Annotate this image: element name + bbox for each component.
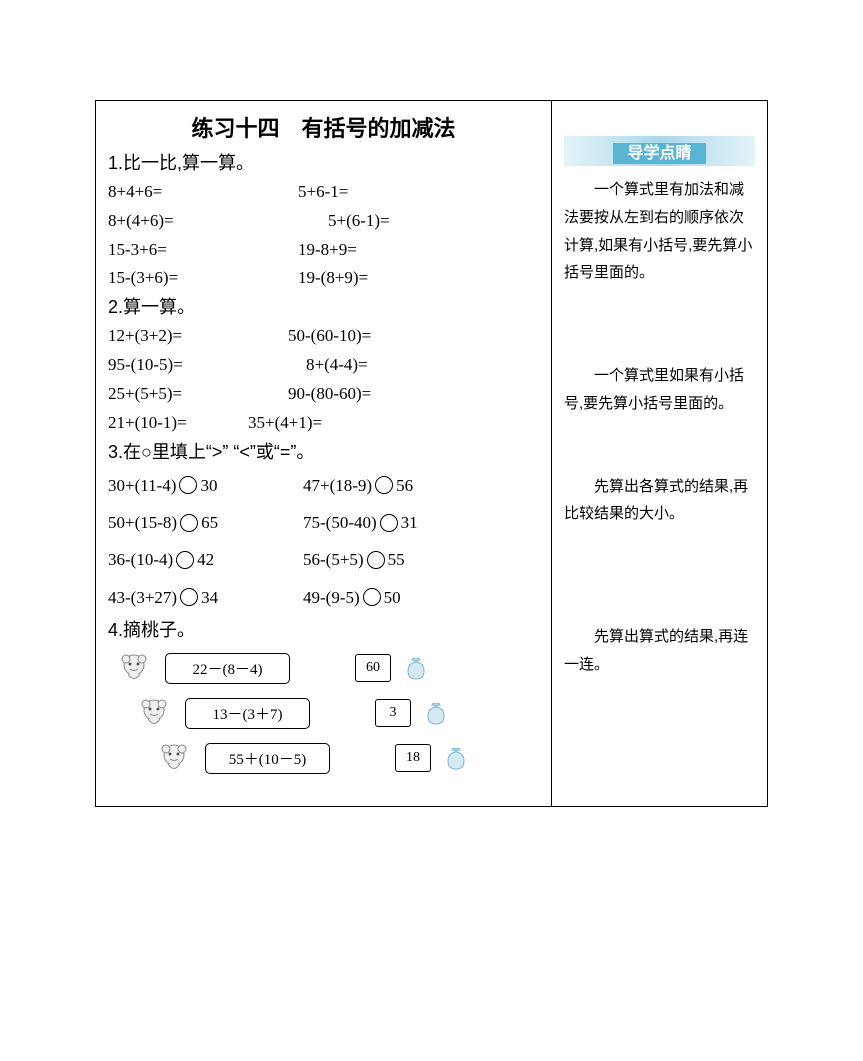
q3-pair-a: 50+(15-8)65 bbox=[108, 504, 303, 541]
expression-box: 13－(3＋7) bbox=[185, 698, 310, 729]
guide-block: 一个算式里如果有小括号,要先算小括号里面的。 bbox=[564, 362, 755, 418]
q2-eq-a: 95-(10-5)= bbox=[108, 351, 288, 380]
compare-circle bbox=[380, 514, 398, 532]
monkey-icon bbox=[118, 651, 150, 686]
q3-pair-b: 49-(9-5)50 bbox=[303, 579, 539, 616]
q1-row: 15-(3+6)=19-(8+9)= bbox=[108, 264, 539, 293]
peach-icon bbox=[443, 745, 469, 771]
q1-heading: 1.比一比,算一算。 bbox=[108, 149, 539, 178]
answer-box: 60 bbox=[355, 654, 391, 682]
q2-row: 21+(10-1)=35+(4+1)= bbox=[108, 409, 539, 438]
q2-heading: 2.算一算。 bbox=[108, 293, 539, 322]
q3-heading: 3.在○里填上“>” “<”或“=”。 bbox=[108, 438, 539, 467]
compare-circle bbox=[375, 476, 393, 494]
guide-text: 先算出各算式的结果,再比较结果的大小。 bbox=[564, 473, 755, 529]
q3-row: 30+(11-4)30 47+(18-9)56 bbox=[108, 467, 539, 504]
q3-pair-a: 43-(3+27)34 bbox=[108, 579, 303, 616]
q1-eq-a: 8+4+6= bbox=[108, 178, 298, 207]
q4-area: 22－(8－4) 60 13－(3＋7) 3 55＋(10－5) 18 bbox=[108, 645, 539, 796]
q3-pair-a: 36-(10-4)42 bbox=[108, 541, 303, 578]
exercises-column: 练习十四 有括号的加减法 1.比一比,算一算。 8+4+6=5+6-1= 8+(… bbox=[96, 101, 552, 806]
q3-row: 36-(10-4)42 56-(5+5)55 bbox=[108, 541, 539, 578]
q3-pair-b: 47+(18-9)56 bbox=[303, 467, 539, 504]
q3-pair-b: 75-(50-40)31 bbox=[303, 504, 539, 541]
peach-icon bbox=[403, 655, 429, 681]
q2-row: 95-(10-5)=8+(4-4)= bbox=[108, 351, 539, 380]
compare-circle bbox=[176, 551, 194, 569]
q3-row: 43-(3+27)34 49-(9-5)50 bbox=[108, 579, 539, 616]
page-title: 练习十四 有括号的加减法 bbox=[108, 111, 539, 143]
q1-rows: 8+4+6=5+6-1= 8+(4+6)=5+(6-1)= 15-3+6=19-… bbox=[108, 178, 539, 294]
guide-text: 先算出算式的结果,再连一连。 bbox=[564, 623, 755, 679]
q2-row: 25+(5+5)=90-(80-60)= bbox=[108, 380, 539, 409]
q2-eq-a: 25+(5+5)= bbox=[108, 380, 288, 409]
q2-row: 12+(3+2)=50-(60-10)= bbox=[108, 322, 539, 351]
expression-box: 55＋(10－5) bbox=[205, 743, 330, 774]
guide-block: 先算出各算式的结果,再比较结果的大小。 bbox=[564, 473, 755, 529]
q2-eq-b: 50-(60-10)= bbox=[288, 322, 539, 351]
answer-box: 18 bbox=[395, 744, 431, 772]
guide-block: 先算出算式的结果,再连一连。 bbox=[564, 623, 755, 679]
q2-eq-b: 35+(4+1)= bbox=[248, 409, 539, 438]
q4-row: 22－(8－4) 60 bbox=[118, 651, 539, 686]
q2-eq-a: 21+(10-1)= bbox=[108, 409, 248, 438]
q1-eq-b: 5+6-1= bbox=[298, 178, 539, 207]
monkey-icon bbox=[138, 696, 170, 731]
q1-eq-a: 15-3+6= bbox=[108, 236, 298, 265]
q1-eq-a: 15-(3+6)= bbox=[108, 264, 298, 293]
compare-circle bbox=[180, 588, 198, 606]
worksheet-container: 练习十四 有括号的加减法 1.比一比,算一算。 8+4+6=5+6-1= 8+(… bbox=[95, 100, 768, 807]
answer-box: 3 bbox=[375, 699, 411, 727]
q3-row: 50+(15-8)65 75-(50-40)31 bbox=[108, 504, 539, 541]
guide-column: 导学点睛 一个算式里有加法和减法要按从左到右的顺序依次计算,如果有小括号,要先算… bbox=[552, 101, 767, 806]
q1-row: 8+(4+6)=5+(6-1)= bbox=[108, 207, 539, 236]
q2-eq-a: 12+(3+2)= bbox=[108, 322, 288, 351]
q4-heading: 4.摘桃子。 bbox=[108, 616, 539, 645]
guide-banner: 导学点睛 bbox=[564, 136, 755, 166]
q4-row: 55＋(10－5) 18 bbox=[118, 741, 539, 776]
guide-text: 一个算式里如果有小括号,要先算小括号里面的。 bbox=[564, 362, 755, 418]
q3-pair-b: 56-(5+5)55 bbox=[303, 541, 539, 578]
q3-pair-a: 30+(11-4)30 bbox=[108, 467, 303, 504]
q2-rows: 12+(3+2)=50-(60-10)= 95-(10-5)=8+(4-4)= … bbox=[108, 322, 539, 438]
q2-eq-b: 8+(4-4)= bbox=[288, 351, 539, 380]
q1-eq-b: 19-8+9= bbox=[298, 236, 539, 265]
q1-eq-b: 19-(8+9)= bbox=[298, 264, 539, 293]
q3-rows: 30+(11-4)30 47+(18-9)56 50+(15-8)65 75-(… bbox=[108, 467, 539, 617]
guide-text: 一个算式里有加法和减法要按从左到右的顺序依次计算,如果有小括号,要先算小括号里面… bbox=[564, 176, 755, 287]
q2-eq-b: 90-(80-60)= bbox=[288, 380, 539, 409]
q1-row: 15-3+6=19-8+9= bbox=[108, 236, 539, 265]
expression-box: 22－(8－4) bbox=[165, 653, 290, 684]
q4-row: 13－(3＋7) 3 bbox=[118, 696, 539, 731]
monkey-icon bbox=[158, 741, 190, 776]
guide-block: 一个算式里有加法和减法要按从左到右的顺序依次计算,如果有小括号,要先算小括号里面… bbox=[564, 176, 755, 287]
compare-circle bbox=[179, 476, 197, 494]
compare-circle bbox=[363, 588, 381, 606]
compare-circle bbox=[180, 514, 198, 532]
q1-eq-a: 8+(4+6)= bbox=[108, 207, 298, 236]
q1-row: 8+4+6=5+6-1= bbox=[108, 178, 539, 207]
q1-eq-b: 5+(6-1)= bbox=[298, 207, 539, 236]
peach-icon bbox=[423, 700, 449, 726]
compare-circle bbox=[367, 551, 385, 569]
